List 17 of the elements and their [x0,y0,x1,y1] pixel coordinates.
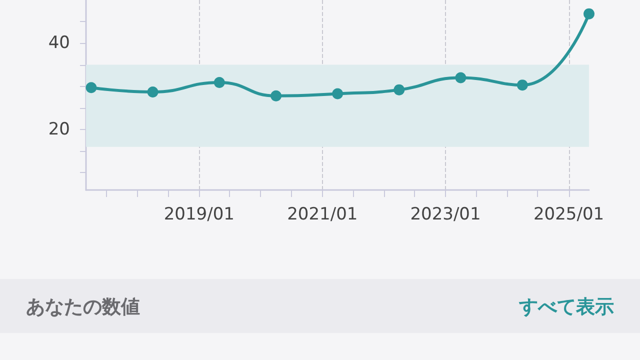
point [584,8,594,20]
x-tick-label: 2019/01 [164,204,234,224]
y-tick-label: 40 [48,33,70,54]
x-tick-label: 2023/01 [410,204,481,224]
point [214,76,225,88]
y-tick-label: 20 [48,120,70,140]
point [455,72,466,84]
point [270,90,282,102]
point [86,82,97,94]
x-tick-label: 2025/01 [533,204,604,224]
point [332,88,344,100]
x-tick-label: 2021/01 [287,204,358,224]
point [147,86,158,98]
text: すべて表示 [519,295,614,320]
point [394,84,405,96]
text: あなたの数値 [26,295,140,320]
point [516,80,528,91]
